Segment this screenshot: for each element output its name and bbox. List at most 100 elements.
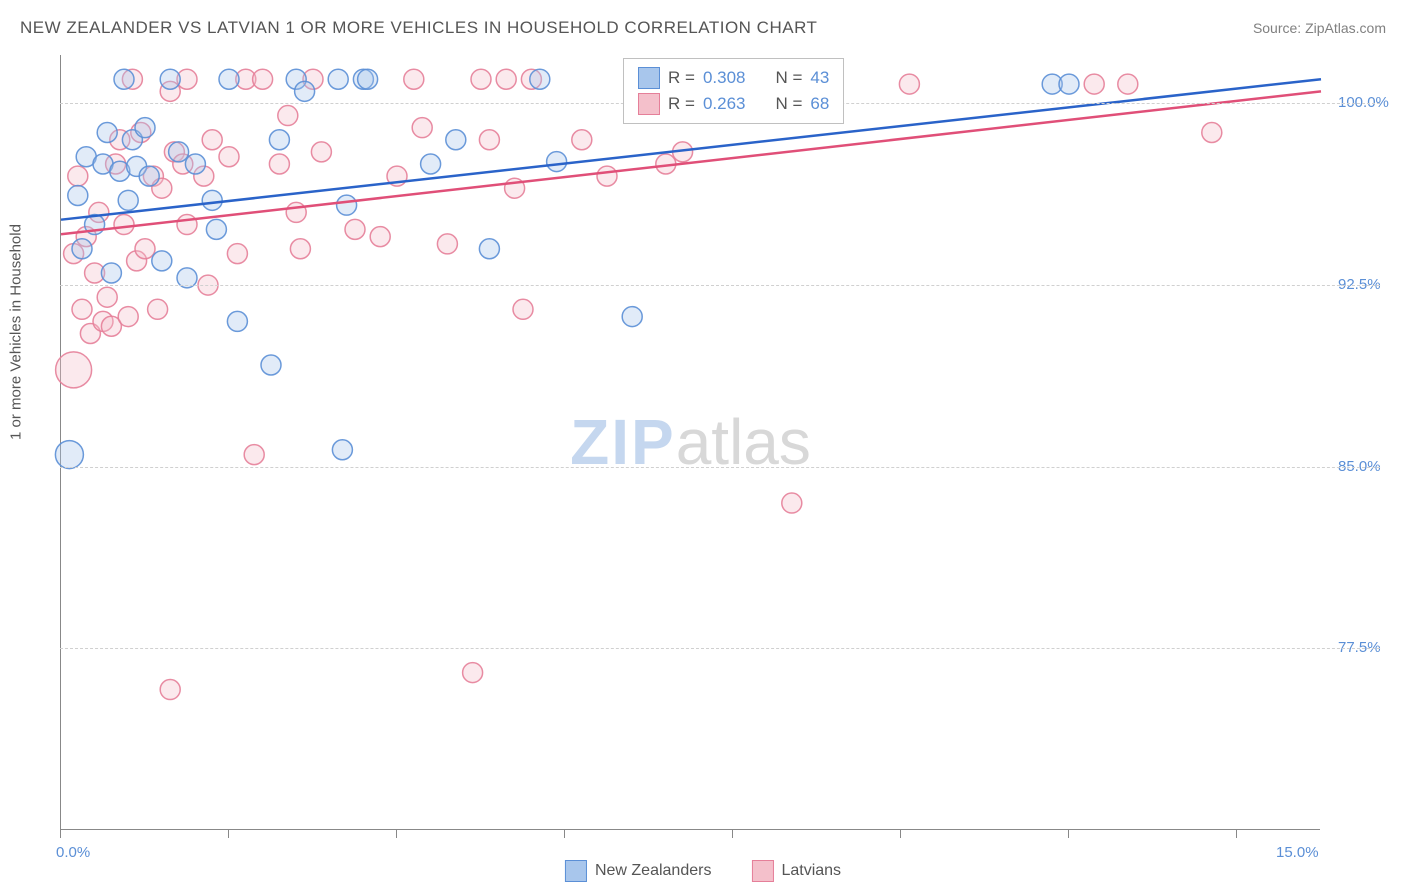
nz-point bbox=[622, 307, 642, 327]
nz-point bbox=[261, 355, 281, 375]
x-tick bbox=[732, 830, 733, 838]
lv-point bbox=[68, 166, 88, 186]
lv-point bbox=[471, 69, 491, 89]
x-tick bbox=[564, 830, 565, 838]
nz-point bbox=[152, 251, 172, 271]
lv-point bbox=[463, 663, 483, 683]
lv-point bbox=[160, 680, 180, 700]
nz-point bbox=[169, 142, 189, 162]
lv-point bbox=[244, 445, 264, 465]
legend-label-nz: New Zealanders bbox=[595, 862, 712, 880]
legend-item-lv: Latvians bbox=[751, 860, 841, 882]
n-label: N = bbox=[775, 68, 802, 88]
lv-point bbox=[1084, 74, 1104, 94]
x-tick bbox=[396, 830, 397, 838]
nz-point bbox=[55, 441, 83, 469]
r-label: R = bbox=[668, 94, 695, 114]
x-tick bbox=[1068, 830, 1069, 838]
lv-point bbox=[56, 352, 92, 388]
lv-point bbox=[412, 118, 432, 138]
r-label: R = bbox=[668, 68, 695, 88]
lv-point bbox=[269, 154, 289, 174]
nz-point bbox=[139, 166, 159, 186]
nz-point bbox=[160, 69, 180, 89]
nz-point bbox=[202, 190, 222, 210]
lv-point bbox=[286, 202, 306, 222]
x-tick bbox=[1236, 830, 1237, 838]
lv-point bbox=[177, 215, 197, 235]
lv-point bbox=[479, 130, 499, 150]
lv-point bbox=[345, 219, 365, 239]
nz-point bbox=[68, 185, 88, 205]
x-tick-label: 0.0% bbox=[56, 844, 90, 861]
nz-point bbox=[446, 130, 466, 150]
nz-point bbox=[1059, 74, 1079, 94]
nz-point bbox=[269, 130, 289, 150]
lv-point bbox=[219, 147, 239, 167]
stats-row-nz: R = 0.308 N = 43 bbox=[638, 65, 829, 91]
nz-point bbox=[114, 69, 134, 89]
lv-point bbox=[97, 287, 117, 307]
source-attribution: Source: ZipAtlas.com bbox=[1253, 20, 1386, 36]
n-value-nz: 43 bbox=[810, 68, 829, 88]
lv-point bbox=[148, 299, 168, 319]
nz-point bbox=[358, 69, 378, 89]
swatch-nz bbox=[638, 67, 660, 89]
nz-point bbox=[328, 69, 348, 89]
lv-point bbox=[513, 299, 533, 319]
lv-point bbox=[899, 74, 919, 94]
stats-row-lv: R = 0.263 N = 68 bbox=[638, 91, 829, 117]
nz-point bbox=[337, 195, 357, 215]
nz-point bbox=[332, 440, 352, 460]
nz-point bbox=[547, 152, 567, 172]
x-tick-label: 15.0% bbox=[1276, 844, 1319, 861]
series-legend: New Zealanders Latvians bbox=[565, 860, 841, 882]
lv-point bbox=[253, 69, 273, 89]
lv-point bbox=[202, 130, 222, 150]
x-tick bbox=[900, 830, 901, 838]
lv-point bbox=[227, 244, 247, 264]
nz-point bbox=[530, 69, 550, 89]
nz-point bbox=[479, 239, 499, 259]
nz-point bbox=[227, 311, 247, 331]
lv-point bbox=[496, 69, 516, 89]
lv-point bbox=[404, 69, 424, 89]
lv-point bbox=[1118, 74, 1138, 94]
lv-point bbox=[782, 493, 802, 513]
swatch-lv bbox=[638, 93, 660, 115]
r-value-nz: 0.308 bbox=[703, 68, 746, 88]
x-tick bbox=[228, 830, 229, 838]
y-axis-label: 1 or more Vehicles in Household bbox=[8, 224, 25, 440]
chart-title: NEW ZEALANDER VS LATVIAN 1 OR MORE VEHIC… bbox=[20, 18, 817, 38]
nz-point bbox=[206, 219, 226, 239]
lv-point bbox=[437, 234, 457, 254]
chart-container: NEW ZEALANDER VS LATVIAN 1 OR MORE VEHIC… bbox=[0, 0, 1406, 892]
gridline bbox=[60, 285, 1380, 286]
n-label: N = bbox=[775, 94, 802, 114]
lv-point bbox=[1202, 123, 1222, 143]
nz-point bbox=[295, 81, 315, 101]
r-value-lv: 0.263 bbox=[703, 94, 746, 114]
swatch-lv bbox=[751, 860, 773, 882]
lv-point bbox=[114, 215, 134, 235]
lv-point bbox=[118, 307, 138, 327]
nz-point bbox=[421, 154, 441, 174]
nz-point bbox=[101, 263, 121, 283]
lv-point bbox=[370, 227, 390, 247]
nz-point bbox=[219, 69, 239, 89]
lv-point bbox=[311, 142, 331, 162]
chart-svg bbox=[61, 55, 1320, 829]
nz-point bbox=[185, 154, 205, 174]
plot-area: ZIPatlas bbox=[60, 55, 1320, 830]
n-value-lv: 68 bbox=[810, 94, 829, 114]
lv-point bbox=[135, 239, 155, 259]
nz-point bbox=[72, 239, 92, 259]
lv-point bbox=[597, 166, 617, 186]
stats-legend: R = 0.308 N = 43 R = 0.263 N = 68 bbox=[623, 58, 844, 124]
nz-point bbox=[118, 190, 138, 210]
legend-label-lv: Latvians bbox=[781, 862, 841, 880]
swatch-nz bbox=[565, 860, 587, 882]
lv-point bbox=[572, 130, 592, 150]
lv-point bbox=[278, 106, 298, 126]
nz-point bbox=[135, 118, 155, 138]
